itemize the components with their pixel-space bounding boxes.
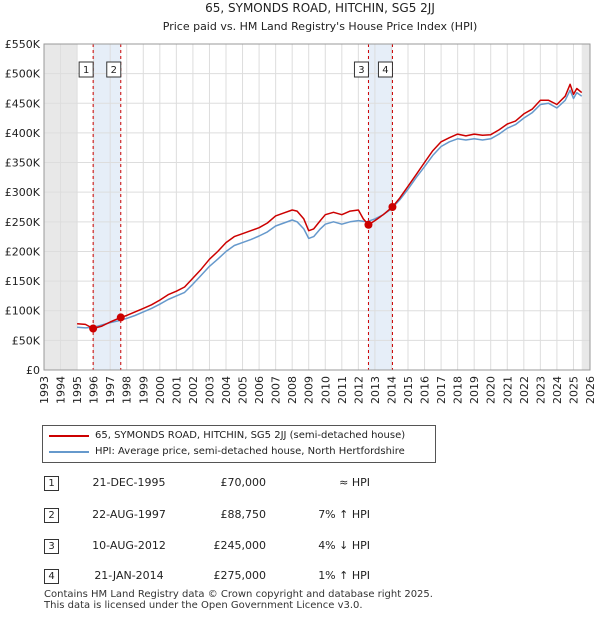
y-tick-label: £250K <box>5 216 41 229</box>
transaction-price: £275,000 <box>213 569 267 582</box>
transaction-label-box <box>106 61 122 78</box>
y-tick-label: £100K <box>5 305 41 318</box>
footer-line: This data is licensed under the Open Gov… <box>44 600 363 611</box>
transaction-number: 1 <box>44 476 59 491</box>
x-tick-label: 2000 <box>154 376 167 404</box>
x-tick-label: 2015 <box>402 376 415 404</box>
x-tick-label: 1996 <box>88 376 101 404</box>
x-tick-label: 2019 <box>468 376 481 404</box>
transaction-hpi-diff: 1% ↑ HPI <box>318 569 370 582</box>
transaction-label-box <box>377 61 393 78</box>
chart-legend: 65, SYMONDS ROAD, HITCHIN, SG5 2JJ (semi… <box>42 425 436 463</box>
transaction-hpi-diff: ≈ HPI <box>339 476 370 489</box>
x-tick-label: 2011 <box>336 376 349 404</box>
y-tick-label: £50K <box>12 334 41 347</box>
x-tick-label: 2002 <box>187 376 200 404</box>
x-tick-label: 2001 <box>170 376 183 404</box>
plot-area <box>44 44 590 370</box>
y-tick-label: £500K <box>5 68 41 81</box>
y-tick-label: £350K <box>5 157 41 170</box>
x-tick-label: 1993 <box>38 376 51 404</box>
transaction-price: £88,750 <box>220 508 267 521</box>
y-tick-label: £150K <box>5 275 41 288</box>
x-tick-label: 2023 <box>534 376 547 404</box>
x-tick-label: 1995 <box>71 376 84 404</box>
transaction-row: 1 21-DEC-1995 £70,000 ≈ HPI <box>0 476 600 496</box>
hpi-series-line <box>77 89 583 329</box>
x-tick-label: 2009 <box>303 376 316 404</box>
x-tick-label: 2024 <box>551 376 564 404</box>
x-tick-label: 2010 <box>319 376 332 404</box>
property-series-line <box>77 83 583 330</box>
legend-item-property: 65, SYMONDS ROAD, HITCHIN, SG5 2JJ (semi… <box>49 430 405 444</box>
x-tick-label: 2014 <box>385 376 398 404</box>
transaction-hpi-diff: 4% ↓ HPI <box>318 539 370 552</box>
transaction-date: 10-AUG-2012 <box>92 539 166 552</box>
transaction-label-box <box>353 61 369 78</box>
transaction-hpi-diff: 7% ↑ HPI <box>318 508 370 521</box>
x-tick-label: 1997 <box>104 376 117 404</box>
shade-period-1-2 <box>93 44 121 370</box>
transaction-number: 3 <box>44 539 59 554</box>
y-tick-label: £550K <box>5 38 41 51</box>
x-tick-label: 2006 <box>253 376 266 404</box>
chart-title: 65, SYMONDS ROAD, HITCHIN, SG5 2JJ <box>205 1 435 15</box>
transaction-label-number: 3 <box>358 65 364 76</box>
legend-item-hpi: HPI: Average price, semi-detached house,… <box>49 446 405 460</box>
x-tick-label: 1994 <box>55 376 68 404</box>
x-tick-label: 2016 <box>419 376 432 404</box>
x-tick-label: 2007 <box>270 376 283 404</box>
x-tick-label: 2012 <box>352 376 365 404</box>
transaction-number: 2 <box>44 508 59 523</box>
x-tick-label: 2013 <box>369 376 382 404</box>
legend-hpi-swatch <box>49 450 89 453</box>
transaction-marker <box>364 220 373 229</box>
plot-border <box>43 43 591 371</box>
y-tick-label: £300K <box>5 186 41 199</box>
x-tick-label: 2008 <box>286 376 299 404</box>
transaction-row: 3 10-AUG-2012 £245,000 4% ↓ HPI <box>0 539 600 559</box>
transaction-label-number: 4 <box>382 65 388 76</box>
chart-subtitle: Price paid vs. HM Land Registry's House … <box>163 20 478 33</box>
y-tick-label: £200K <box>5 245 41 258</box>
footer-attribution: Contains HM Land Registry data © Crown c… <box>44 589 433 611</box>
x-tick-label: 2004 <box>220 376 233 404</box>
x-tick-label: 2020 <box>485 376 498 404</box>
x-tick-label: 2021 <box>501 376 514 404</box>
x-tick-label: 2005 <box>237 376 250 404</box>
transaction-row: 4 21-JAN-2014 £275,000 1% ↑ HPI <box>0 569 600 589</box>
transaction-date: 22-AUG-1997 <box>92 508 166 521</box>
legend-property-swatch <box>49 434 89 437</box>
x-tick-label: 2026 <box>584 376 597 404</box>
transaction-marker <box>116 313 125 322</box>
x-tick-label: 2022 <box>518 376 531 404</box>
transaction-price: £245,000 <box>213 539 267 552</box>
x-tick-label: 2017 <box>435 376 448 404</box>
x-tick-label: 2003 <box>203 376 216 404</box>
transaction-marker <box>89 324 98 333</box>
transaction-row: 2 22-AUG-1997 £88,750 7% ↑ HPI <box>0 508 600 528</box>
y-tick-label: £400K <box>5 127 41 140</box>
x-tick-label: 1998 <box>121 376 134 404</box>
legend-property-label: 65, SYMONDS ROAD, HITCHIN, SG5 2JJ (semi… <box>95 430 406 441</box>
footer-line: Contains HM Land Registry data © Crown c… <box>44 589 433 600</box>
y-tick-label: £450K <box>5 97 41 110</box>
transaction-price: £70,000 <box>220 476 267 489</box>
x-tick-label: 1999 <box>137 376 150 404</box>
x-tick-label: 2025 <box>567 376 580 404</box>
x-tick-label: 2018 <box>452 376 465 404</box>
transaction-label-box <box>78 61 94 78</box>
transaction-date: 21-JAN-2014 <box>94 569 164 582</box>
hatch-region-after <box>581 44 590 370</box>
legend-hpi-label: HPI: Average price, semi-detached house,… <box>95 446 405 457</box>
transaction-date: 21-DEC-1995 <box>92 476 166 489</box>
transaction-label-number: 2 <box>111 65 117 76</box>
transaction-label-number: 1 <box>83 65 89 76</box>
price-chart: 65, SYMONDS ROAD, HITCHIN, SG5 2JJ Price… <box>5 1 597 404</box>
transaction-marker <box>388 203 397 211</box>
transaction-number: 4 <box>44 569 59 584</box>
y-tick-label: £0 <box>26 364 40 377</box>
